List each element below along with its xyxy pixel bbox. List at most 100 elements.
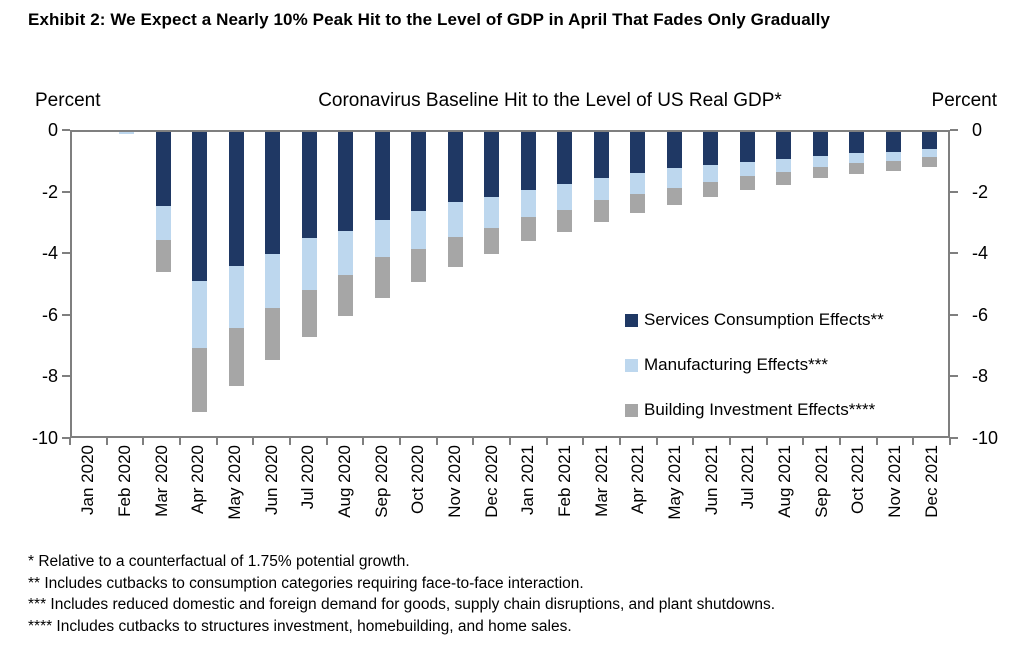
legend-item: Manufacturing Effects*** [625,355,884,375]
x-axis-label: Jun 2021 [701,445,721,515]
x-label-slot: Nov 2020 [437,445,474,549]
bar-segment [265,308,281,360]
bar-dec-2021 [922,132,938,167]
bar-may-2020 [228,132,244,386]
bar-segment [374,256,390,298]
x-label-slot: Aug 2020 [327,445,364,549]
bar-segment [812,166,828,178]
x-axis-label: Apr 2021 [628,445,648,514]
bar-segment [301,132,317,239]
x-label-slot: Feb 2020 [107,445,144,549]
bar-feb-2021 [557,132,573,233]
x-axis-label: Jul 2021 [738,445,758,510]
bar-mar-2020 [155,132,171,272]
y-axis-label-left: -4 [41,243,58,264]
footnote-line: ** Includes cutbacks to consumption cate… [28,574,584,592]
bar-sep-2021 [812,132,828,178]
bar-segment [484,227,500,254]
x-axis-tick [289,438,291,445]
bar-segment [849,153,865,164]
x-axis-tick [142,438,145,445]
bar-segment [812,132,828,157]
bar-segment [520,217,536,242]
bar-segment [666,132,682,169]
x-label-slot: Dec 2021 [913,445,950,549]
legend-swatch-icon [625,403,638,417]
legend-item: Services Consumption Effects** [625,310,884,330]
x-axis-label: Nov 2021 [885,445,905,518]
x-axis-label: Aug 2021 [775,445,795,518]
x-axis-label: Dec 2021 [921,445,941,518]
x-axis-tick [105,438,108,445]
bar-segment [301,290,317,338]
bar-nov-2021 [885,132,901,172]
x-axis-tick [729,438,731,445]
bar-segment [301,238,317,291]
right-axis-tick [950,437,958,439]
bar-segment [812,156,828,167]
bar-jun-2021 [703,132,719,198]
bar-segment [739,176,755,190]
x-axis-label: Mar 2021 [591,445,611,517]
x-axis-tick [362,438,365,445]
right-axis-tick [950,375,958,378]
bar-segment [520,189,536,218]
y-axis-label-right: -2 [972,181,989,202]
bar-nov-2020 [447,132,463,268]
x-axis-label: Aug 2020 [335,445,355,518]
x-axis-label: Feb 2021 [555,445,575,517]
x-axis-tick [252,438,255,445]
x-axis-label: Nov 2020 [445,445,465,518]
bar-segment [228,328,244,386]
bar-segment [557,132,573,184]
y-axis-label-left: -2 [41,181,58,202]
bar-segment [703,165,719,183]
y-axis-label-left: -6 [41,304,58,325]
bar-segment [338,230,354,275]
x-axis-tick [949,438,951,445]
x-label-slot: Apr 2020 [180,445,217,549]
y-axis-label-right: -6 [972,304,989,325]
bar-segment [411,211,427,250]
x-label-slot: Feb 2021 [547,445,584,549]
footnotes: * Relative to a counterfactual of 1.75% … [28,551,775,637]
right-axis-tick [950,129,958,131]
x-axis-tick [839,438,841,445]
bar-segment [447,201,463,237]
x-label-slot: Nov 2021 [877,445,914,549]
x-label-slot: Jan 2021 [510,445,547,549]
y-axis-label-left: 0 [47,120,58,140]
bar-segment [338,132,354,231]
legend-item: Building Investment Effects**** [625,400,884,420]
x-axis-tick [399,438,401,445]
bar-segment [739,162,755,177]
exhibit-title: Exhibit 2: We Expect a Nearly 10% Peak H… [28,10,831,29]
bar-jan-2021 [520,132,536,242]
x-axis-label: Oct 2021 [848,445,868,514]
bar-segment [228,132,244,266]
bar-series-container [72,132,948,436]
x-label-slot: Jul 2021 [730,445,767,549]
bar-segment [739,132,755,163]
x-axis-label: Jun 2020 [261,445,281,515]
bar-segment [922,132,938,149]
bar-segment [776,132,792,160]
x-label-slot: Jun 2021 [693,445,730,549]
x-axis-label: Mar 2020 [151,445,171,517]
x-label-slot: Aug 2021 [767,445,804,549]
right-axis-tick [950,252,958,255]
bar-segment [703,182,719,198]
bar-segment [776,159,792,172]
x-label-slot: Dec 2020 [473,445,510,549]
left-axis-tick [62,190,70,193]
bar-segment [374,220,390,257]
bar-segment [849,132,865,154]
bar-segment [630,132,646,174]
x-axis-tick [692,438,695,445]
left-axis-tick [62,129,70,131]
y-axis-label-right: -4 [972,243,989,264]
x-label-slot: Sep 2020 [363,445,400,549]
bar-segment [484,132,500,198]
bar-apr-2020 [192,132,208,412]
bar-segment [447,236,463,268]
